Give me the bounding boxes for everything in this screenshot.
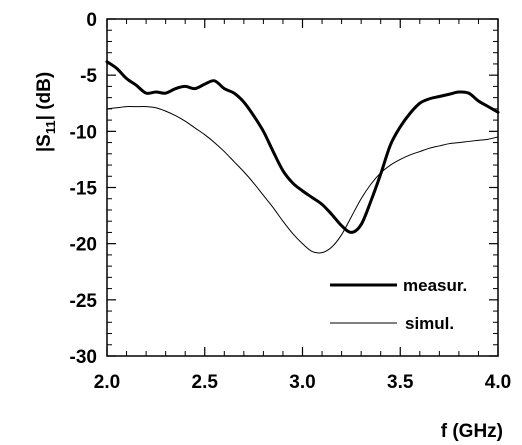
y-axis-label-subscript: 11 xyxy=(43,120,58,134)
legend-label-simulated: simul. xyxy=(405,314,454,333)
series-line-simulated xyxy=(106,106,499,254)
y-tick-labels: 0 -5 -10 -15 -20 -25 -30 xyxy=(70,10,98,368)
tick-marks xyxy=(106,18,499,357)
legend-label-measured: measur. xyxy=(403,276,467,295)
x-tick-label: 3.5 xyxy=(387,372,414,393)
x-tick-label: 2.5 xyxy=(192,372,219,393)
x-tick-label: 2.0 xyxy=(94,372,120,393)
y-tick-label: -10 xyxy=(70,122,97,143)
series-line-measured xyxy=(105,60,500,234)
y-axis-label: |S11| (dB) xyxy=(34,72,58,152)
x-tick-label: 3.0 xyxy=(289,372,315,393)
plot-frame xyxy=(106,18,499,357)
y-tick-label: -20 xyxy=(70,235,97,256)
y-tick-label: 0 xyxy=(86,10,97,31)
svg-text:|S11| (dB): |S11| (dB) xyxy=(34,72,58,152)
x-axis-label: f (GHz) xyxy=(441,421,503,442)
y-axis-label-suffix: | (dB) xyxy=(34,72,55,121)
y-tick-label: -25 xyxy=(70,291,98,312)
x-tick-label: 4.0 xyxy=(485,372,511,393)
y-tick-label: -5 xyxy=(80,66,97,87)
y-axis-label-prefix: |S xyxy=(34,134,55,152)
series-lines xyxy=(105,60,500,254)
y-tick-label: -30 xyxy=(70,347,97,368)
legend: measur. simul. xyxy=(330,276,467,333)
x-tick-labels: 2.0 2.5 3.0 3.5 4.0 xyxy=(94,372,511,393)
y-tick-label: -15 xyxy=(70,179,98,200)
